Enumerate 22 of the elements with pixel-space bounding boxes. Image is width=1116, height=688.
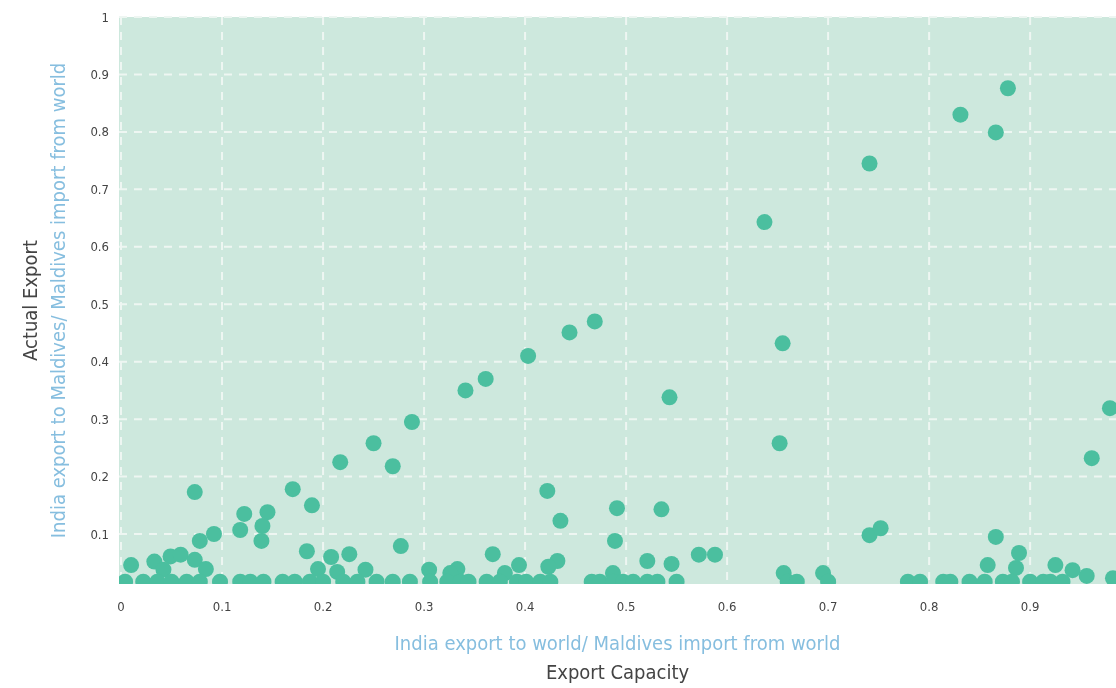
- x-tick-label: 0.3: [414, 599, 434, 614]
- y-tick-label: 0.5: [90, 296, 109, 312]
- y-tick-label: 0.7: [90, 181, 109, 197]
- x-tick-label: 0.2: [313, 599, 333, 614]
- x-tick-label: 0.1: [212, 599, 232, 614]
- x-tick-label: 0: [117, 599, 125, 614]
- y-tick-label: 0.2: [90, 469, 109, 485]
- x-tick-label: 0.6: [717, 599, 737, 614]
- y-axis-title: India export to Maldives/ Maldives import from world Actual Export: [18, 62, 70, 539]
- y-tick-label: 0.4: [90, 354, 109, 370]
- x-tick-label: 0.9: [1020, 599, 1040, 614]
- y-tick-label: 0.6: [90, 239, 109, 255]
- x-tick-label: 0.7: [818, 599, 838, 614]
- x-tick-label: 0.5: [616, 599, 636, 614]
- y-tick-label: 0.1: [90, 526, 109, 542]
- y-tick-label: 0.9: [90, 67, 109, 82]
- y-tick-label: 0.3: [90, 411, 109, 427]
- x-tick-label: 0.8: [919, 599, 939, 614]
- y-tick-label: 1: [101, 9, 109, 25]
- x-axis-title: India export to world/ Maldives import from world Export Capacity: [394, 631, 841, 684]
- y-tick-label: 0.8: [90, 124, 109, 140]
- x-tick-label: 0.4: [515, 599, 535, 614]
